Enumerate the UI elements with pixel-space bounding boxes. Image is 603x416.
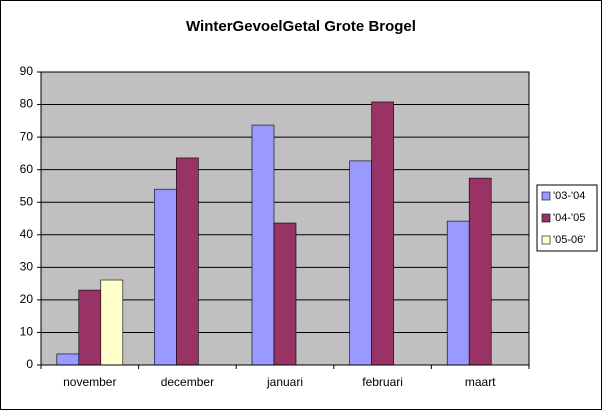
y-tick-label: 10: [20, 325, 34, 339]
legend-swatch: [541, 213, 551, 223]
x-tick-label: december: [161, 375, 214, 389]
y-tick-label: 60: [20, 162, 34, 176]
y-tick-label: 0: [26, 357, 33, 371]
bar: [154, 188, 177, 366]
y-tick-label: 50: [20, 194, 34, 208]
y-tick-label: 90: [20, 64, 34, 78]
x-tick-label: januari: [266, 375, 303, 389]
bar: [78, 289, 102, 366]
bar: [468, 177, 492, 366]
x-tick-label: november: [63, 375, 116, 389]
legend-swatch: [541, 191, 551, 201]
y-tick-label: 40: [20, 227, 34, 241]
legend-label: '04-'05: [553, 212, 585, 224]
bar: [56, 353, 80, 366]
y-tick-label: 30: [20, 260, 34, 274]
bar: [371, 101, 394, 366]
y-tick-label: 70: [20, 129, 34, 143]
legend-swatch: [541, 235, 551, 245]
x-tick-label: maart: [465, 375, 496, 389]
bar: [176, 157, 199, 366]
bar: [349, 160, 372, 366]
x-tick-label: februari: [362, 375, 403, 389]
bar: [251, 124, 275, 366]
legend-label: '03-'04: [553, 190, 585, 202]
legend-label: '05-06': [553, 234, 585, 246]
y-tick-label: 80: [20, 97, 34, 111]
chart-title: WinterGevoelGetal Grote Brogel: [186, 18, 416, 35]
bar: [100, 279, 124, 366]
y-tick-label: 20: [20, 292, 34, 306]
bar: [446, 220, 470, 366]
bar: [273, 222, 297, 366]
